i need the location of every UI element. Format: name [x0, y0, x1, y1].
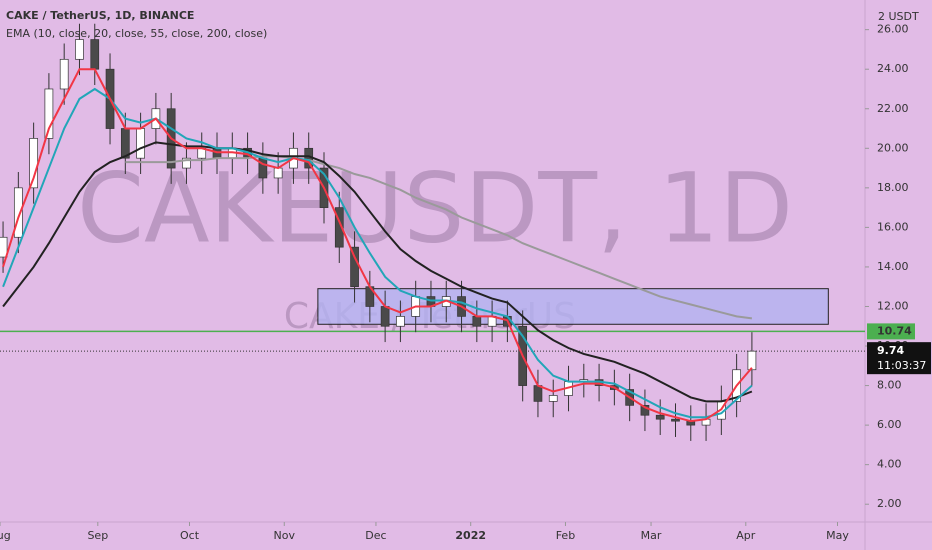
x-tick-label: Nov [274, 529, 296, 542]
candle-body [350, 246, 359, 288]
candle-body [747, 350, 757, 371]
candle-body [548, 395, 558, 402]
x-tick-label: Mar [641, 529, 662, 542]
x-tick-label: Oct [180, 529, 200, 542]
price-tag [867, 323, 915, 340]
candle-body [671, 418, 680, 422]
x-tick-label: Aug [0, 529, 11, 542]
watermark: CAKEUSDT, 1D [77, 152, 793, 264]
y-tick-label: 22.00 [877, 102, 909, 115]
candle-body [472, 316, 482, 327]
y-tick-label: 26.00 [877, 23, 909, 36]
y-unit-label: 2 USDT [878, 10, 919, 23]
candle-body [90, 39, 100, 70]
price-tag-label: 10.74 [877, 324, 912, 337]
x-tick-label: 2022 [455, 529, 486, 542]
y-tick-label: 8.00 [877, 379, 902, 392]
x-tick-label: Dec [365, 529, 386, 542]
y-tick-label: 18.00 [877, 181, 909, 194]
y-tick-label: 20.00 [877, 141, 909, 154]
ema-line [2, 87, 753, 419]
candle-body [13, 187, 23, 238]
candle-body [182, 157, 191, 169]
candle-body [640, 404, 650, 416]
y-tick-label: 12.00 [877, 299, 909, 312]
candle-body [334, 207, 344, 248]
candle-body [396, 316, 405, 327]
chart-title: CAKE / TetherUS, 1D, BINANCE [6, 9, 194, 22]
candle-body [44, 88, 54, 139]
y-tick-label: 4.00 [877, 458, 902, 471]
ema-line [125, 155, 753, 320]
ema-line [2, 141, 753, 403]
candle-body [0, 236, 8, 258]
candle-body [59, 58, 69, 90]
countdown-label: 11:03:37 [877, 359, 926, 372]
candle-body [533, 385, 543, 402]
y-tick-label: 14.00 [877, 260, 909, 273]
chart-subtitle: EMA (10, close, 20, close, 55, close, 20… [6, 27, 267, 40]
candle-body [380, 306, 390, 327]
price-tag [867, 342, 931, 375]
x-tick-label: Apr [736, 529, 756, 542]
y-tick-label: 16.00 [877, 220, 909, 233]
x-tick-label: Feb [556, 529, 575, 542]
price-tag-label: 9.74 [877, 344, 904, 357]
candle-body [655, 414, 665, 420]
y-tick-label: 2.00 [877, 497, 902, 510]
candle-body [136, 128, 145, 159]
y-tick-label: 6.00 [877, 418, 902, 431]
y-tick-label: 24.00 [877, 62, 909, 75]
candle-body [273, 167, 283, 179]
x-tick-label: Sep [87, 529, 108, 542]
candle-body [75, 39, 84, 60]
ema-line [2, 68, 753, 423]
x-tick-label: May [826, 529, 849, 542]
